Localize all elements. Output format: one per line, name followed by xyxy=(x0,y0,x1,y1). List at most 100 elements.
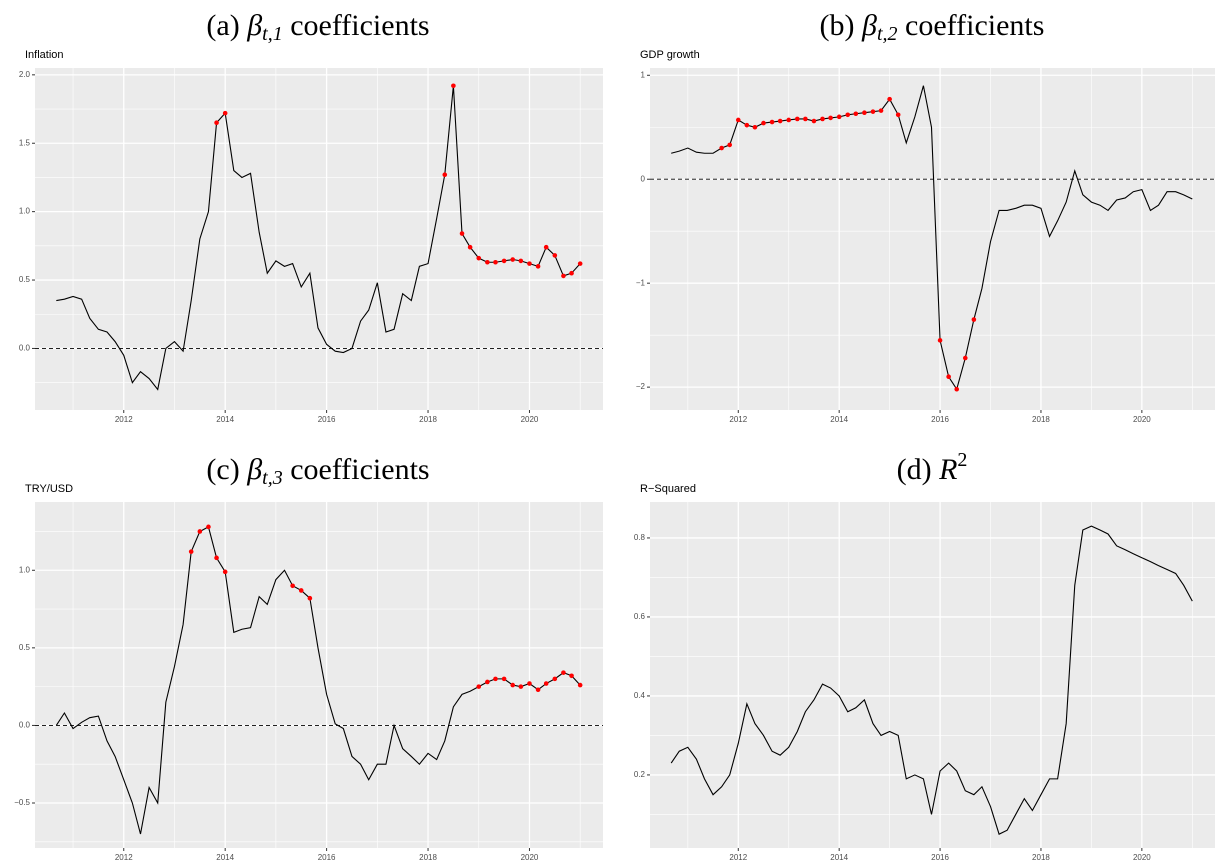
panel: (b) βt,2 coefficients GDP growth −2 −1 0 1 201… xyxy=(636,9,1215,424)
highlight-point xyxy=(307,595,313,601)
highlight-point xyxy=(577,682,583,688)
highlight-point xyxy=(442,172,448,178)
panel: (a) βt,1 coefficients Inflation 0.0 0.5 1.0 1… xyxy=(19,9,603,424)
highlight-point xyxy=(467,244,473,250)
series-line xyxy=(55,526,581,835)
highlight-point xyxy=(535,264,541,269)
highlight-point xyxy=(552,676,558,682)
panel-subtitle: R−Squared xyxy=(640,483,696,495)
panel-title: (a) βt,1 coefficients xyxy=(206,9,429,45)
panel-subtitle: GDP growth xyxy=(640,49,700,61)
x-tick-label: 2018 xyxy=(1032,415,1050,424)
highlight-point xyxy=(878,108,884,113)
y-tick-label: 0.4 xyxy=(634,691,646,700)
y-tick-label: −2 xyxy=(636,382,646,391)
highlight-point xyxy=(803,116,808,122)
highlight-point xyxy=(222,110,228,116)
series-line xyxy=(671,85,1193,391)
x-tick-label: 2020 xyxy=(1133,853,1151,862)
highlight-point xyxy=(510,257,516,262)
highlight-point xyxy=(836,114,842,120)
title-symbol: R xyxy=(938,453,957,486)
highlight-point xyxy=(501,676,507,682)
y-tick-label: 1.5 xyxy=(19,138,31,147)
highlight-point xyxy=(577,261,583,266)
highlight-point xyxy=(485,259,490,265)
x-tick-label: 2020 xyxy=(521,415,539,424)
highlight-point xyxy=(769,119,775,125)
highlight-point xyxy=(493,259,498,265)
highlight-point xyxy=(887,96,892,102)
x-tick-label: 2014 xyxy=(216,853,234,862)
title-label: (a) xyxy=(206,9,239,42)
x-tick-label: 2020 xyxy=(1133,415,1151,424)
y-tick-label: 1.0 xyxy=(19,565,31,574)
highlight-point xyxy=(214,120,219,126)
x-tick-label: 2016 xyxy=(931,853,949,862)
highlight-point xyxy=(811,118,817,124)
x-tick-label: 2018 xyxy=(419,853,437,862)
x-tick-label: 2012 xyxy=(115,853,133,862)
x-tick-label: 2016 xyxy=(318,853,336,862)
x-tick-label: 2012 xyxy=(729,415,747,424)
highlight-point xyxy=(820,116,825,122)
y-tick-label: 1 xyxy=(641,70,646,79)
highlight-point xyxy=(535,687,541,693)
y-tick-label: −0.5 xyxy=(14,798,30,807)
plot-background xyxy=(650,68,1215,410)
x-tick-label: 2014 xyxy=(216,415,234,424)
highlight-point xyxy=(954,386,960,392)
highlight-point xyxy=(493,676,498,682)
highlight-point xyxy=(795,116,800,122)
highlight-point xyxy=(744,122,750,128)
x-tick-label: 2012 xyxy=(115,415,133,424)
highlight-point xyxy=(853,111,859,117)
title-subscript: t,3 xyxy=(262,467,283,489)
title-label: (d) xyxy=(897,453,932,486)
highlight-point xyxy=(971,317,977,322)
title-text: coefficients xyxy=(898,9,1045,42)
highlight-point xyxy=(552,253,558,258)
x-tick-label: 2014 xyxy=(830,415,848,424)
title-subscript: t,1 xyxy=(262,23,283,45)
title-superscript: 2 xyxy=(957,449,967,471)
title-text: coefficients xyxy=(283,453,430,486)
highlight-point xyxy=(895,112,901,118)
y-tick-label: 0.2 xyxy=(634,770,646,779)
panel: (d) R2 R−Squared 0.2 0.4 0.6 0.8 2012 2014 2016 2… xyxy=(634,449,1215,862)
highlight-point xyxy=(298,588,304,593)
panel-subtitle: Inflation xyxy=(25,49,64,61)
highlight-point xyxy=(214,555,219,561)
highlight-point xyxy=(206,524,211,530)
title-subscript: t,2 xyxy=(877,23,898,45)
highlight-point xyxy=(543,681,549,686)
plot-background xyxy=(35,502,603,848)
highlight-point xyxy=(569,673,574,679)
highlight-point xyxy=(569,270,574,276)
highlight-point xyxy=(962,355,968,361)
panel-title: (b) βt,2 coefficients xyxy=(820,9,1045,45)
y-tick-label: 0.0 xyxy=(19,721,31,730)
y-tick-label: 0 xyxy=(641,174,646,183)
x-tick-label: 2018 xyxy=(1032,853,1050,862)
highlight-point xyxy=(459,231,465,236)
y-tick-label: 0.6 xyxy=(634,612,646,621)
x-tick-label: 2016 xyxy=(931,415,949,424)
highlight-point xyxy=(561,670,566,675)
title-symbol: β xyxy=(246,9,262,42)
plot-background xyxy=(650,502,1215,848)
highlight-point xyxy=(485,679,490,685)
highlight-point xyxy=(451,83,456,89)
y-tick-label: 0.5 xyxy=(19,643,31,652)
highlight-point xyxy=(518,258,524,264)
series-line xyxy=(670,525,1193,835)
title-label: (b) xyxy=(820,9,855,42)
title-symbol: β xyxy=(861,9,877,42)
highlight-point xyxy=(727,142,733,148)
highlight-point xyxy=(870,109,876,114)
highlight-point xyxy=(735,117,741,123)
panel: (c) βt,3 coefficients TRY/USD −0.5 0.0 0.5 1.… xyxy=(14,453,603,862)
highlight-point xyxy=(543,244,549,250)
title-label: (c) xyxy=(206,453,239,486)
